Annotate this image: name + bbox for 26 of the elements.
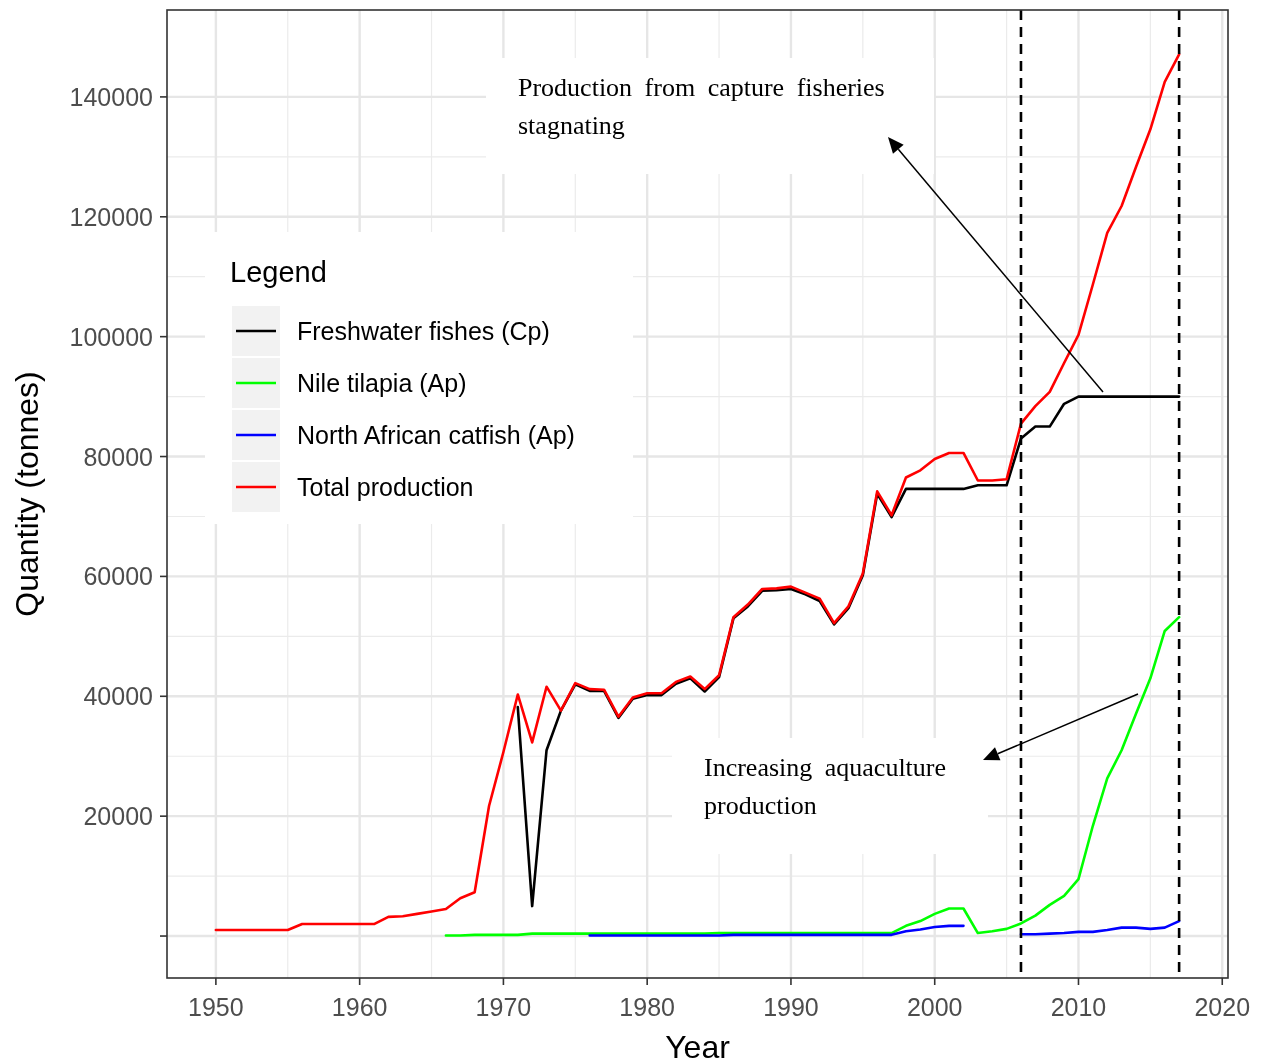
x-axis-title: Year — [665, 1029, 731, 1063]
line-series — [444, 615, 1181, 937]
legend-label: Total production — [297, 473, 474, 501]
y-tick-label: 120000 — [69, 202, 153, 231]
x-tick-label: 1980 — [619, 993, 675, 1021]
y-tick-label: 60000 — [83, 562, 153, 591]
x-tick-label: 1950 — [188, 993, 244, 1021]
y-tick-label: 80000 — [83, 442, 153, 471]
y-axis-title: Quantity (tonnes) — [9, 371, 45, 617]
annotation: Increasing aquaculture production — [704, 753, 947, 820]
line-series — [214, 53, 1181, 932]
x-tick-label: 2000 — [906, 993, 963, 1021]
y-tick-label: 20000 — [83, 802, 153, 831]
y-tick-label: 140000 — [69, 82, 153, 111]
y-tick-label: 100000 — [69, 322, 153, 351]
x-tick-label: 2020 — [1194, 993, 1251, 1021]
legend-title: Legend — [230, 256, 327, 288]
annotation: Production from capture fisheries stagnating — [518, 73, 885, 140]
x-tick-label: 1990 — [763, 993, 819, 1021]
y-tick-label: 40000 — [83, 682, 153, 711]
x-tick-label: 2010 — [1050, 993, 1107, 1021]
x-tick-label: 1970 — [475, 993, 532, 1021]
legend-label: North African catfish (Ap) — [297, 421, 575, 449]
legend-label: Freshwater fishes (Cp) — [297, 317, 550, 345]
x-tick-label: 1960 — [331, 993, 388, 1021]
legend-label: Nile tilapia (Ap) — [297, 369, 467, 397]
